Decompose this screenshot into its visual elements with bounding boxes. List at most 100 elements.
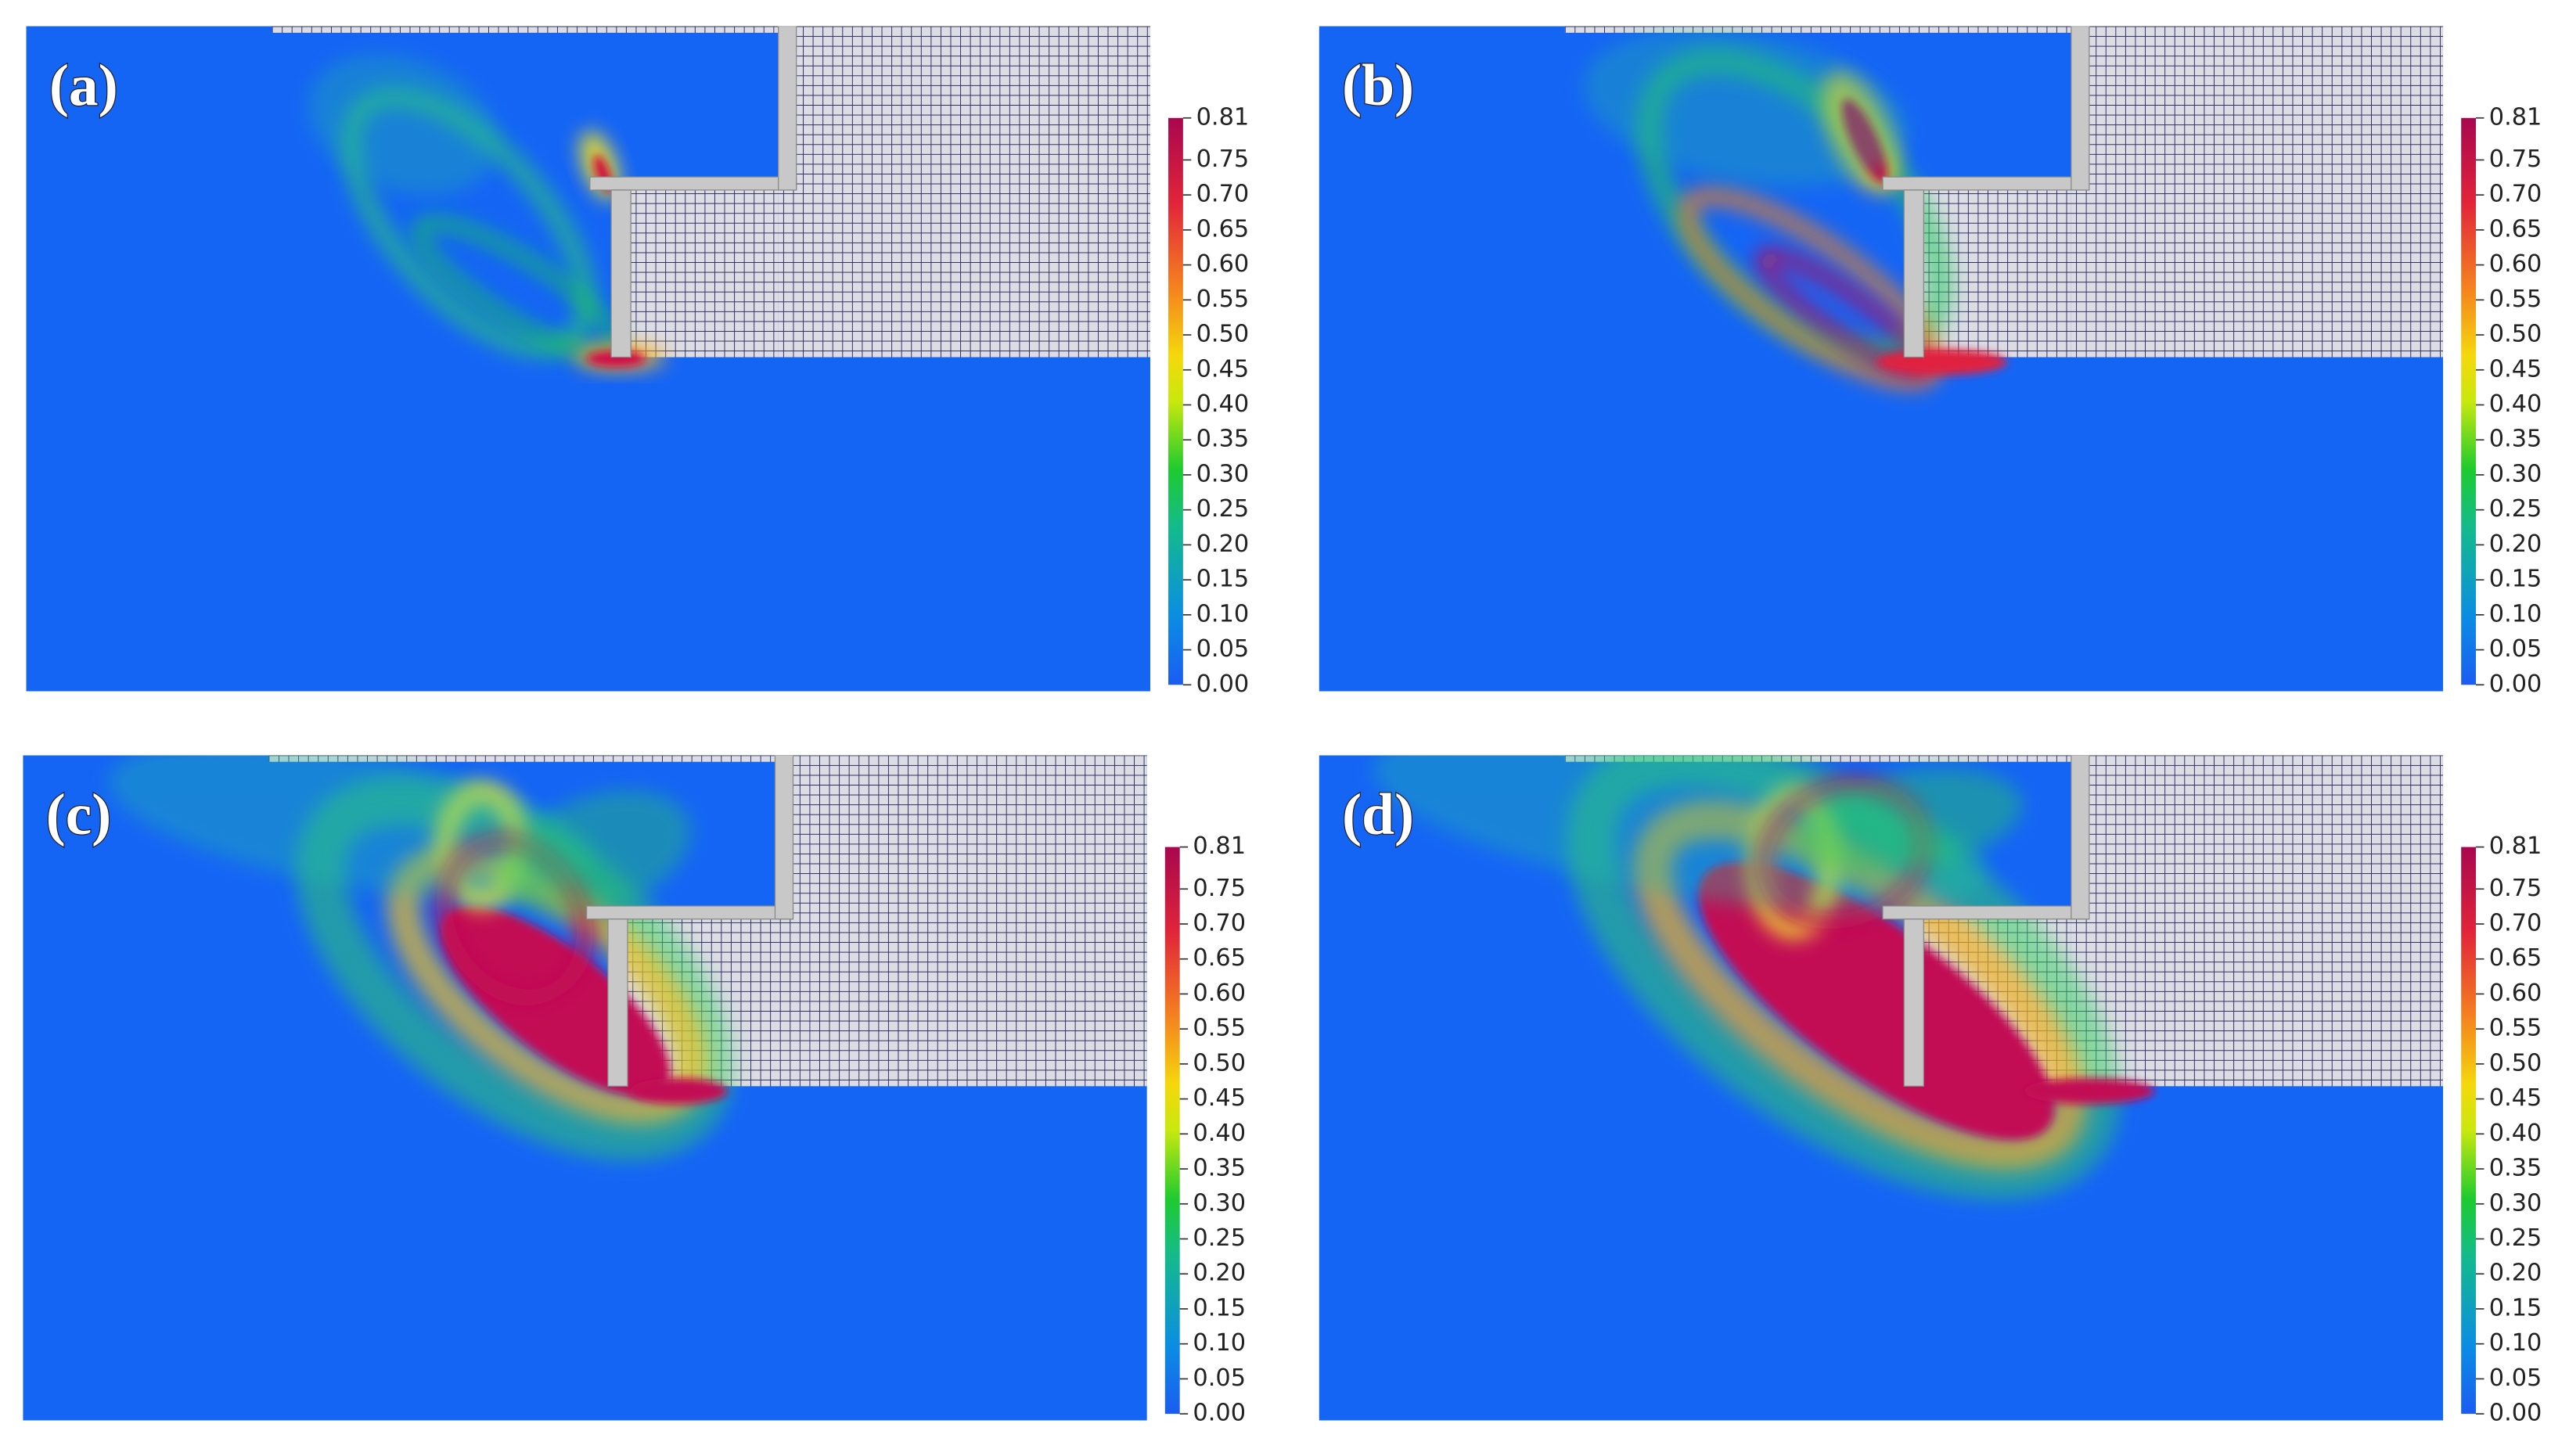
- tank-wall: [589, 176, 797, 191]
- tank-wall: [1882, 176, 2090, 191]
- velocity-blob: [308, 54, 498, 195]
- colorbar-tick-label: 0.15: [2489, 566, 2542, 593]
- colorbar-tick-label: 0.35: [1196, 426, 1250, 453]
- gate-wall: [1903, 919, 1924, 1087]
- panel: (b) 0.81 0.75 0.70 0.65 0.60 0.55 0.50 0.45 0.40 0…: [1319, 26, 2542, 698]
- colorbar-tick-label: 0.50: [1196, 321, 1250, 348]
- panel-label: (a): [49, 53, 118, 118]
- colorbar-tick-label: 0.25: [1196, 495, 1250, 523]
- panel: (a) 0.81 0.75 0.70 0.65 0.60 0.55 0.50 0.45 0.40 0…: [26, 26, 1250, 698]
- velocity-features: [1583, 30, 2008, 390]
- colorbar-tick-label: 0.00: [2489, 670, 2542, 698]
- mesh-block: [2071, 755, 2444, 1087]
- colorbar-tick-label: 0.40: [2489, 1120, 2542, 1147]
- colorbar-tick-label: 0.10: [1196, 600, 1250, 627]
- mesh-block: [778, 26, 1150, 358]
- velocity-blob: [502, 789, 691, 918]
- colorbar-tick-label: 0.05: [1193, 1364, 1246, 1392]
- colorbar-tick-label: 0.65: [1196, 215, 1250, 243]
- colorbar-tick-label: 0.55: [1196, 286, 1250, 313]
- mesh-top-strip: [1564, 755, 2071, 762]
- flow-field: [1319, 755, 2444, 1421]
- tank-wall: [1882, 905, 2090, 920]
- colorbar-tick-label: 0.25: [2489, 1224, 2542, 1252]
- tank-wall: [586, 905, 794, 920]
- colorbar-tick-label: 0.05: [2489, 1364, 2542, 1392]
- colorbar-tick-label: 0.20: [2489, 1260, 2542, 1287]
- velocity-features: [308, 54, 666, 371]
- tank-wall: [2071, 26, 2090, 191]
- colorbar-tick-label: 0.81: [2489, 103, 2542, 131]
- tank-wall: [778, 26, 797, 191]
- gate-wall: [610, 189, 631, 358]
- colorbar-tick-label: 0.50: [2489, 321, 2542, 348]
- colorbar-tick-label: 0.40: [1196, 390, 1250, 418]
- colorbar-tick-label: 0.75: [2489, 875, 2542, 902]
- colorbar-tick-label: 0.81: [2489, 832, 2542, 860]
- colorbar-tick-label: 0.45: [2489, 355, 2542, 383]
- colorbar-tick-label: 0.81: [1196, 103, 1250, 131]
- colorbar: [1168, 117, 1183, 685]
- colorbar-tick-label: 0.60: [1196, 250, 1250, 278]
- colorbar-tick-label: 0.30: [1193, 1189, 1246, 1217]
- mesh-top-strip: [1564, 26, 2071, 33]
- mesh-top-strip: [272, 26, 779, 33]
- colorbar-tick-label: 0.45: [2489, 1084, 2542, 1112]
- colorbar-tick-label: 0.81: [1193, 832, 1246, 860]
- colorbar-tick-label: 0.20: [1196, 530, 1250, 558]
- panel: (d) 0.81 0.75 0.70 0.65 0.60 0.55 0.50 0.45 0.40 0…: [1319, 755, 2542, 1427]
- velocity-blob: [2024, 1077, 2155, 1105]
- colorbar-tick-label: 0.60: [2489, 250, 2542, 278]
- flow-field: [1319, 26, 2444, 692]
- colorbar: [2461, 117, 2477, 685]
- colorbar-tick-label: 0.25: [1193, 1224, 1246, 1252]
- tank-wall: [774, 755, 794, 920]
- colorbar-tick-label: 0.20: [2489, 530, 2542, 558]
- colorbar-tick-label: 0.00: [2489, 1400, 2542, 1427]
- colorbar-tick-label: 0.10: [1193, 1329, 1246, 1357]
- colorbar-tick-label: 0.25: [2489, 495, 2542, 523]
- colorbar-tick-label: 0.30: [2489, 1189, 2542, 1217]
- colorbar-tick-label: 0.10: [2489, 600, 2542, 627]
- colorbar-tick-label: 0.65: [2489, 215, 2542, 243]
- tank-wall: [2071, 755, 2090, 920]
- colorbar-tick-label: 0.05: [2489, 635, 2542, 663]
- colorbar-tick-label: 0.60: [1193, 980, 1246, 1007]
- colorbar-tick-label: 0.65: [2489, 944, 2542, 972]
- mesh-block: [2071, 26, 2444, 358]
- colorbar-tick-label: 0.70: [1196, 181, 1250, 208]
- colorbar-tick-label: 0.30: [1196, 460, 1250, 487]
- colorbar-tick-label: 0.40: [2489, 390, 2542, 418]
- colorbar-tick-label: 0.70: [2489, 909, 2542, 937]
- velocity-blob: [629, 1077, 728, 1105]
- colorbar-tick-label: 0.00: [1193, 1400, 1246, 1427]
- panel-label: (d): [1342, 782, 1414, 847]
- gate-wall: [1903, 189, 1924, 358]
- colorbar-tick-label: 0.35: [2489, 426, 2542, 453]
- colorbar-tick-label: 0.75: [1196, 146, 1250, 173]
- colorbar-tick-label: 0.35: [1193, 1155, 1246, 1182]
- panel-label: (b): [1342, 53, 1414, 118]
- velocity-blob: [108, 755, 593, 898]
- colorbar-tick-label: 0.05: [1196, 635, 1250, 663]
- colorbar-tick-label: 0.20: [1193, 1260, 1246, 1287]
- panel: (c) 0.81 0.75 0.70 0.65 0.60 0.55 0.50 0.45 0.40 0…: [23, 755, 1246, 1427]
- velocity-blob: [1795, 768, 2023, 873]
- colorbar-tick-label: 0.15: [1193, 1294, 1246, 1321]
- colorbar-tick-label: 0.70: [2489, 181, 2542, 208]
- colorbar-tick-label: 0.60: [2489, 980, 2542, 1007]
- colorbar-tick-label: 0.70: [1193, 909, 1246, 937]
- colorbar-tick-label: 0.55: [1193, 1015, 1246, 1042]
- colorbar: [1164, 847, 1180, 1415]
- colorbar-tick-label: 0.55: [2489, 1015, 2542, 1042]
- colorbar-tick-label: 0.35: [2489, 1155, 2542, 1182]
- colorbar-tick-label: 0.75: [1193, 875, 1246, 902]
- mesh-block: [631, 180, 779, 358]
- panel-label: (c): [46, 782, 112, 847]
- colorbar-tick-label: 0.40: [1193, 1120, 1246, 1147]
- colorbar-tick-label: 0.10: [2489, 1329, 2542, 1357]
- mesh-top-strip: [268, 755, 775, 762]
- colorbar: [2461, 847, 2477, 1415]
- colorbar-tick-label: 0.15: [2489, 1294, 2542, 1321]
- gate-wall: [607, 919, 628, 1087]
